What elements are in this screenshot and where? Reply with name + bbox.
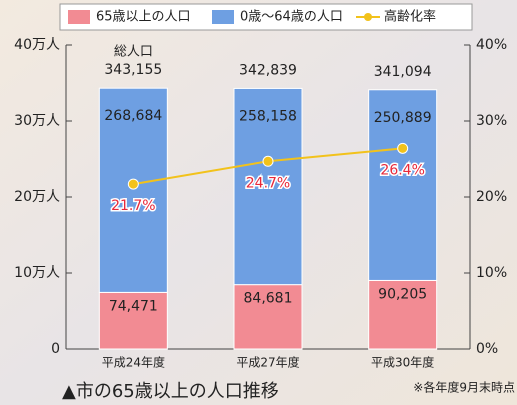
rate-label: 21.7% (111, 198, 155, 214)
bar-value-label: 74,471 (109, 298, 158, 314)
total-caption: 総人口 (114, 45, 153, 60)
legend-label: 65歳以上の人口 (96, 10, 191, 25)
y2-tick-label: 10% (476, 265, 507, 281)
rate-label: 24.7% (246, 175, 290, 191)
y-tick-label: 0 (51, 341, 60, 357)
chart-title: ▲市の65歳以上の人口推移 (62, 381, 279, 402)
rate-label: 26.4% (380, 162, 424, 178)
chart: ▲市の65歳以上の人口推移 ※各年度9月末時点 0 10万人 20万人 30万人 40万… (0, 0, 517, 405)
bar-value-label: 268,684 (104, 108, 162, 124)
rate-point (263, 156, 273, 166)
bar-value-label: 84,681 (244, 291, 293, 307)
legend-swatch (212, 10, 234, 24)
y2-tick-label: 40% (476, 37, 507, 53)
bar-value-label: 90,205 (378, 286, 427, 302)
rate-point (128, 179, 138, 189)
note: ※各年度9月末時点 (413, 380, 515, 395)
y2-tick-label: 20% (476, 189, 507, 205)
y-tick-label: 40万人 (14, 37, 60, 53)
y-tick-label: 30万人 (14, 113, 60, 129)
x-tick-label: 平成24年度 (102, 355, 165, 370)
y2-tick-label: 0% (476, 341, 498, 357)
legend-label: 0歳～64歳の人口 (240, 10, 343, 25)
x-tick-label: 平成27年度 (236, 355, 299, 370)
total-label: 343,155 (104, 62, 162, 78)
x-tick-label: 平成30年度 (371, 355, 434, 370)
bar-value-label: 258,158 (239, 108, 297, 124)
total-label: 341,094 (374, 64, 432, 80)
y2-tick-label: 30% (476, 113, 507, 129)
total-label: 342,839 (239, 62, 297, 78)
legend-swatch (364, 13, 372, 21)
y-tick-label: 10万人 (14, 265, 60, 281)
bar-value-label: 250,889 (374, 110, 432, 126)
y-tick-label: 20万人 (14, 189, 60, 205)
legend-label: 高齢化率 (384, 9, 436, 25)
legend-swatch (68, 10, 90, 24)
rate-point (398, 143, 408, 153)
